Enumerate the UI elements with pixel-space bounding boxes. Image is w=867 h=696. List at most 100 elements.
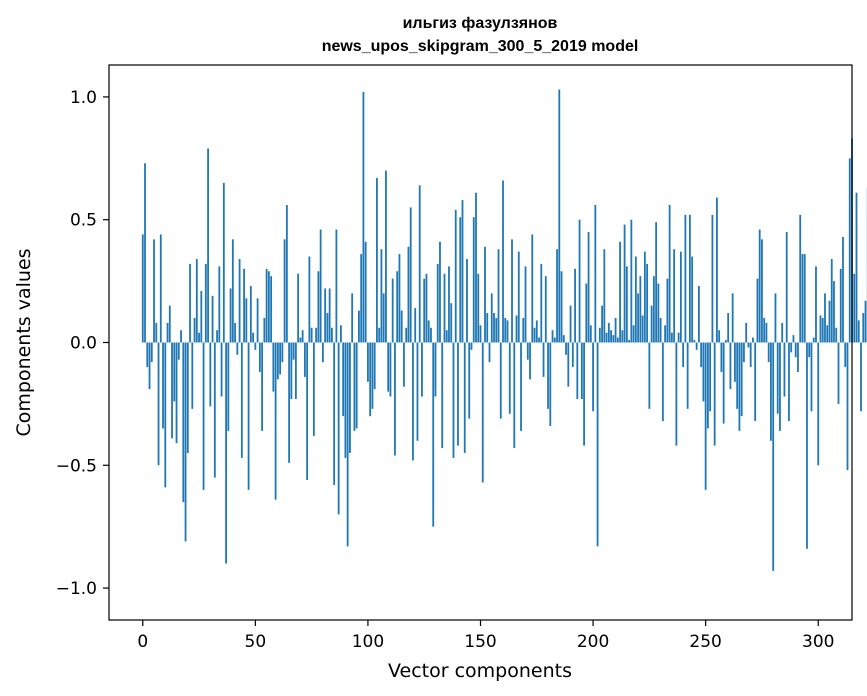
bar-107 xyxy=(382,293,385,343)
bar-71 xyxy=(301,330,304,343)
bar-218 xyxy=(632,325,635,343)
bar-117 xyxy=(405,327,408,343)
bar-209 xyxy=(612,335,615,343)
y-tick-label: −0.5 xyxy=(56,456,97,476)
bar-263 xyxy=(734,342,736,382)
bar-121 xyxy=(414,308,417,343)
bar-207 xyxy=(607,322,610,343)
bar-292 xyxy=(799,214,802,343)
bar-271 xyxy=(752,337,754,343)
bar-13 xyxy=(171,342,173,439)
bar-310 xyxy=(839,268,842,343)
bar-115 xyxy=(400,310,403,343)
bar-110 xyxy=(389,342,392,397)
bar-138 xyxy=(452,342,455,458)
bar-276 xyxy=(763,317,766,343)
bar-320 xyxy=(862,313,865,343)
bar-314 xyxy=(848,158,851,343)
x-tick-label: 200 xyxy=(577,632,609,652)
bar-48 xyxy=(249,286,252,343)
bar-132 xyxy=(439,241,441,343)
bar-67 xyxy=(292,342,295,360)
bar-41 xyxy=(234,322,236,343)
bar-91 xyxy=(346,342,349,547)
y-tick-label: −1.0 xyxy=(56,579,97,599)
bar-147 xyxy=(472,217,475,343)
bar-305 xyxy=(828,300,831,343)
bar-126 xyxy=(425,273,428,343)
bar-162 xyxy=(506,320,509,343)
bar-192 xyxy=(574,268,576,343)
bar-302 xyxy=(821,317,824,343)
bar-154 xyxy=(488,342,491,363)
bar-283 xyxy=(779,342,781,431)
bar-240 xyxy=(682,342,685,368)
bar-111 xyxy=(391,278,394,343)
bar-306 xyxy=(830,259,833,343)
bar-20 xyxy=(186,342,189,454)
bar-6 xyxy=(155,322,158,343)
bar-11 xyxy=(166,322,169,343)
bar-225 xyxy=(648,342,651,409)
bar-228 xyxy=(655,222,658,343)
bar-102 xyxy=(371,342,374,409)
bar-309 xyxy=(837,342,840,404)
bar-206 xyxy=(605,332,608,343)
bar-40 xyxy=(231,239,234,343)
bar-143 xyxy=(463,342,466,454)
bar-259 xyxy=(725,340,727,343)
bar-75 xyxy=(310,327,313,343)
bar-256 xyxy=(718,330,721,343)
bar-139 xyxy=(454,209,457,343)
bar-140 xyxy=(457,342,459,446)
bar-257 xyxy=(720,342,723,372)
bar-291 xyxy=(797,342,799,372)
bar-289 xyxy=(792,335,795,343)
bar-166 xyxy=(515,315,518,343)
bar-120 xyxy=(412,342,414,461)
bar-84 xyxy=(331,327,333,343)
bar-221 xyxy=(639,276,642,343)
bar-272 xyxy=(754,342,757,422)
bar-150 xyxy=(479,325,482,343)
bar-123 xyxy=(418,185,421,343)
bar-274 xyxy=(758,229,761,343)
bar-222 xyxy=(641,315,644,343)
bar-211 xyxy=(616,337,619,343)
y-axis-label: Components values xyxy=(13,248,35,436)
bar-74 xyxy=(308,256,311,343)
bar-82 xyxy=(326,313,329,343)
bar-275 xyxy=(761,239,763,343)
bar-87 xyxy=(337,342,340,515)
bar-65 xyxy=(288,342,291,463)
bar-1 xyxy=(144,163,146,343)
y-tick-label: 1.0 xyxy=(70,88,97,108)
bar-100 xyxy=(367,342,369,382)
bar-165 xyxy=(513,342,516,449)
bar-80 xyxy=(321,342,324,363)
bar-251 xyxy=(707,342,709,429)
bar-238 xyxy=(677,332,680,343)
bar-321 xyxy=(864,300,867,343)
bar-4 xyxy=(150,342,153,363)
y-tick-label: 0.0 xyxy=(70,334,97,354)
bar-267 xyxy=(743,342,745,363)
bar-301 xyxy=(819,315,822,343)
bar-45 xyxy=(243,268,245,343)
bar-37 xyxy=(225,342,227,564)
bar-90 xyxy=(344,342,347,458)
bar-269 xyxy=(747,342,750,348)
bar-253 xyxy=(711,214,714,343)
bar-72 xyxy=(303,342,306,377)
bar-160 xyxy=(502,180,504,343)
bar-288 xyxy=(790,342,793,353)
bar-296 xyxy=(808,342,811,358)
bar-series xyxy=(141,89,867,571)
bar-131 xyxy=(436,263,439,343)
bar-278 xyxy=(767,342,770,363)
x-tick-label: 300 xyxy=(802,632,834,652)
bar-317 xyxy=(855,192,858,343)
bar-249 xyxy=(702,342,705,402)
bar-297 xyxy=(810,342,813,412)
bar-83 xyxy=(328,288,331,343)
